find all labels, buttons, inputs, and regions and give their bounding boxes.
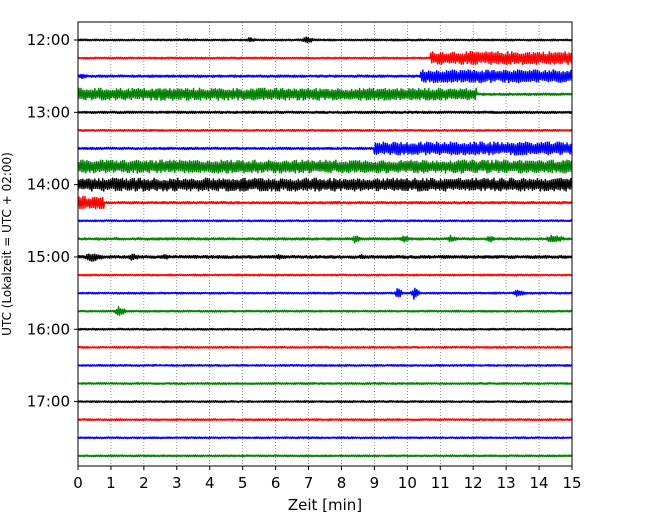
x-tick-label: 6: [271, 474, 281, 492]
trace-line-1745: [77, 454, 573, 458]
y-tick-label: 12:00: [27, 31, 70, 49]
trace-line-1430: [77, 219, 573, 223]
y-tick-label: 15:00: [27, 248, 70, 266]
y-tick-label: 17:00: [27, 393, 70, 411]
y-tick-label: 14:00: [27, 176, 70, 194]
x-axis-label: Zeit [min]: [288, 496, 362, 514]
x-tick-label: 15: [562, 474, 581, 492]
trace-line-1600: [77, 327, 573, 331]
trace-line-1345: [77, 159, 573, 174]
x-tick-label: 13: [497, 474, 516, 492]
x-tick-label: 7: [304, 474, 314, 492]
x-tick-label: 2: [139, 474, 149, 492]
x-tick-label: 14: [530, 474, 549, 492]
trace-lines: [77, 36, 573, 458]
x-tick-label: 0: [73, 474, 83, 492]
trace-line-1715: [77, 418, 573, 422]
y-tick-label: 16:00: [27, 320, 70, 338]
trace-line-1300: [77, 110, 573, 115]
trace-line-1700: [77, 400, 573, 404]
trace-line-1245: [77, 87, 573, 101]
trace-line-1445: [77, 234, 573, 244]
trace-line-1730: [77, 436, 573, 440]
trace-line-1400: [77, 177, 573, 192]
plot-frame: [77, 21, 573, 467]
x-tick-label: 8: [337, 474, 347, 492]
x-tick-label: 12: [464, 474, 483, 492]
x-tick-label: 3: [172, 474, 182, 492]
trace-line-1645: [77, 382, 573, 386]
trace-line-1530: [77, 287, 573, 300]
x-tick-label: 10: [398, 474, 417, 492]
trace-line-1315: [77, 128, 573, 132]
trace-line-1200: [77, 36, 573, 44]
x-tick-label: 11: [431, 474, 450, 492]
x-tick-label: 4: [205, 474, 215, 492]
y-axis-label: UTC (Lokalzeit = UTC + 02:00): [0, 152, 14, 336]
trace-line-1615: [77, 345, 573, 349]
trace-line-1330: [77, 141, 573, 156]
trace-line-1215: [77, 51, 573, 66]
trace-line-1500: [77, 253, 573, 262]
x-tick-label: 1: [106, 474, 116, 492]
trace-line-1545: [77, 306, 573, 316]
x-tick-label: 5: [238, 474, 248, 492]
trace-line-1230: [77, 69, 573, 84]
x-tick-label: 9: [370, 474, 380, 492]
trace-line-1630: [77, 363, 573, 367]
trace-line-1515: [77, 273, 573, 277]
grid-lines: [110, 22, 540, 466]
x-ticks: 0 1 2 3 4 5 6 7 8 9 10 11 12 13 14 15: [73, 466, 582, 492]
trace-line-1415: [77, 195, 573, 210]
y-ticks: 12:00 13:00 14:00 15:00 16:00 17:00: [27, 31, 78, 411]
y-tick-label: 13:00: [27, 103, 70, 121]
